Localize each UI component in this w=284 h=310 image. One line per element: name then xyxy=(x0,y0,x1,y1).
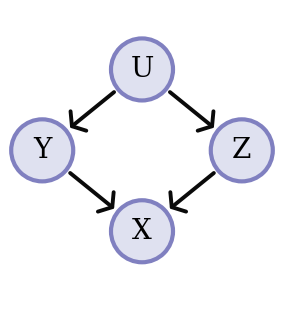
Text: Z: Z xyxy=(232,137,251,164)
Circle shape xyxy=(11,119,73,181)
Circle shape xyxy=(111,38,173,100)
Text: X: X xyxy=(132,218,152,245)
Circle shape xyxy=(111,200,173,262)
Text: U: U xyxy=(130,56,154,83)
Text: Y: Y xyxy=(33,137,51,164)
Circle shape xyxy=(211,119,273,181)
